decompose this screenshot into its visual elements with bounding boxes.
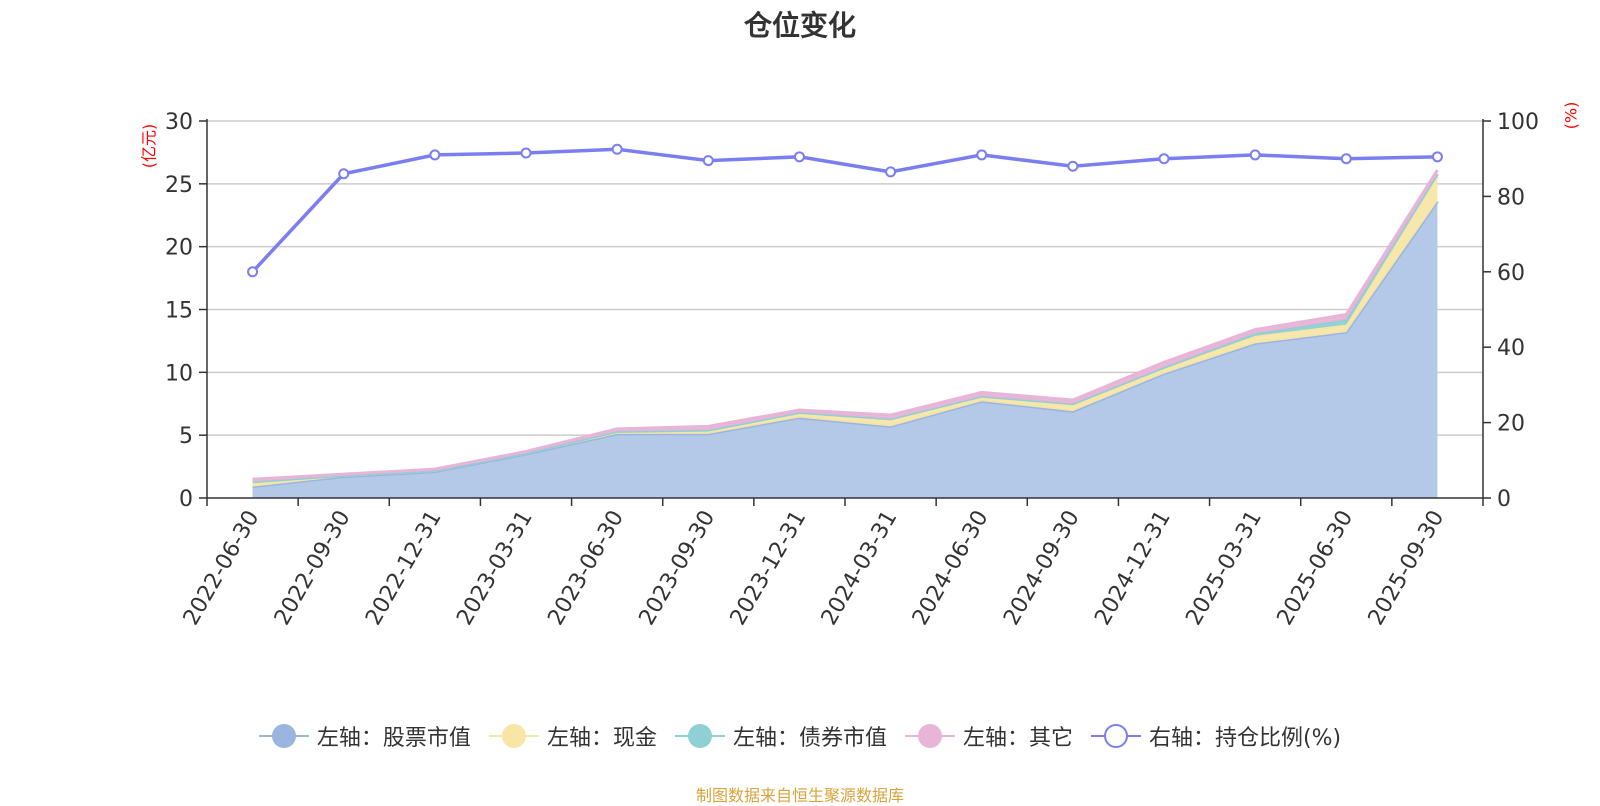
ratio-point-4	[611, 143, 623, 155]
legend-item-cash[interactable]: 左轴：现金	[488, 720, 657, 752]
legend-item-ratio[interactable]: 右轴：持仓比例(%)	[1090, 720, 1342, 752]
left-tick-label-6: 30	[165, 110, 193, 135]
ratio-point-2	[429, 149, 441, 161]
x-tick-label-9: 2024-09-30	[999, 506, 1085, 629]
left-tick-label-0: 0	[179, 487, 193, 512]
right-axis-unit: (%)	[1561, 101, 1581, 130]
legend-symbol-stock	[258, 723, 309, 749]
x-tick-label-8: 2024-06-30	[908, 506, 994, 629]
ratio-point-6	[793, 151, 805, 163]
ratio-point-11	[1249, 149, 1261, 161]
x-tick-label-11: 2025-03-31	[1181, 506, 1267, 629]
left-tick-label-2: 10	[165, 361, 193, 386]
area-stock	[252, 201, 1438, 498]
ratio-point-12	[1340, 153, 1352, 165]
legend-label-ratio: 右轴：持仓比例(%)	[1148, 726, 1342, 751]
right-tick-label-3: 60	[1497, 261, 1525, 286]
legend-item-other[interactable]: 左轴：其它	[904, 720, 1073, 752]
ratio-point-7	[885, 166, 897, 178]
x-tick-label-4: 2023-06-30	[543, 506, 629, 629]
right-tick-label-0: 0	[1497, 487, 1511, 512]
legend-label-stock: 左轴：股票市值	[316, 726, 471, 751]
left-tick-label-1: 5	[179, 424, 193, 449]
ratio-line	[251, 147, 1438, 273]
legend-symbol-bond	[674, 723, 725, 749]
legend-symbol-other	[904, 723, 955, 749]
right-tick-label-2: 40	[1497, 336, 1525, 361]
x-tick-label-10: 2024-12-31	[1090, 506, 1176, 629]
legend-item-bond[interactable]: 左轴：债券市值	[674, 720, 887, 752]
x-tick-label-3: 2023-03-31	[452, 506, 538, 629]
x-tick-label-6: 2023-12-31	[726, 506, 812, 629]
legend-symbol-cash	[488, 723, 539, 749]
legend-label-bond: 左轴：债券市值	[732, 726, 887, 751]
chart-title: 仓位变化	[743, 9, 856, 42]
ratio-point-9	[1067, 160, 1079, 172]
line-other	[252, 169, 1439, 481]
ratio-point-8	[976, 149, 988, 161]
x-tick-label-13: 2025-09-30	[1364, 506, 1450, 629]
x-tick-label-2: 2022-12-31	[361, 506, 447, 629]
x-tick-label-12: 2025-06-30	[1273, 506, 1359, 629]
ratio-point-5	[702, 155, 714, 167]
legend-label-cash: 左轴：现金	[546, 726, 657, 751]
left-tick-label-3: 15	[165, 299, 193, 324]
right-tick-label-1: 20	[1497, 412, 1525, 437]
left-axis-unit: (亿元)	[139, 123, 159, 169]
right-tick-label-5: 100	[1497, 110, 1539, 135]
left-tick-label-5: 25	[165, 173, 193, 198]
x-tick-label-7: 2024-03-31	[817, 506, 903, 629]
x-tick-label-1: 2022-09-30	[270, 506, 356, 629]
x-tick-label-5: 2023-09-30	[635, 506, 721, 629]
legend-symbol-ratio	[1090, 723, 1141, 749]
source-note: 制图数据来自恒生聚源数据库	[695, 786, 904, 805]
ratio-point-3	[520, 147, 532, 159]
legend-label-other: 左轴：其它	[962, 726, 1073, 751]
right-tick-label-4: 80	[1497, 185, 1525, 210]
ratio-point-10	[1158, 153, 1170, 165]
legend: 左轴：股票市值 左轴：现金 左轴：债券市值 左轴：其它 右轴：持仓比例(%)	[0, 720, 1600, 752]
ratio-point-13	[1431, 151, 1443, 163]
ratio-point-0	[247, 266, 259, 278]
legend-item-stock[interactable]: 左轴：股票市值	[258, 720, 471, 752]
left-tick-label-4: 20	[165, 236, 193, 261]
x-tick-label-0: 2022-06-30	[179, 506, 265, 629]
ratio-point-1	[338, 168, 350, 180]
